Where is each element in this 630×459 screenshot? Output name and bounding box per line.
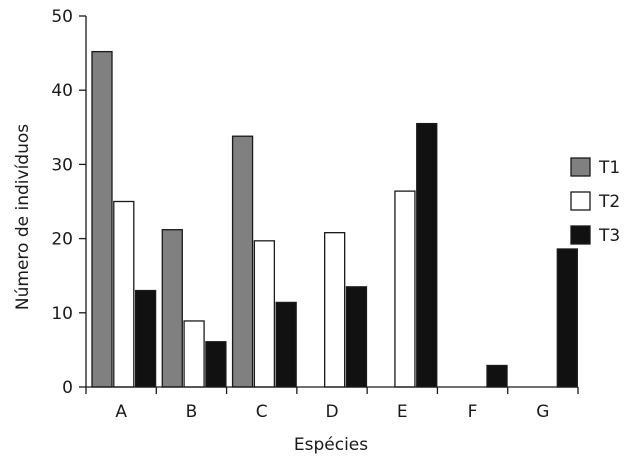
y-tick-label: 10 [51,304,73,324]
bar-T1-A [91,50,113,388]
legend-label-T1: T1 [598,158,620,178]
legend: T1 T2 T3 [570,157,620,246]
bar-T3-G [556,248,578,388]
legend-swatch-T1 [570,157,591,177]
bar-T3-D [345,286,368,388]
bar-T3-B [205,341,227,388]
x-tick-label-D: D [325,402,338,422]
y-tick-label: 50 [51,7,73,27]
y-tick-label: 20 [51,230,73,250]
x-tick-label-G: G [536,402,549,422]
x-tick-label-B: B [186,402,198,422]
x-axis-title: Espécies [294,435,368,455]
legend-swatch-T2 [570,191,591,211]
y-tick-label: 30 [51,155,73,175]
bar-T3-C [275,301,297,388]
bar-T2-E [394,190,416,388]
legend-label-T3: T3 [598,226,620,246]
bar-T2-D [324,232,346,388]
bar-T2-A [113,200,135,388]
y-axis-title: Número de indivíduos [13,124,33,310]
x-tick-label-A: A [115,402,127,422]
bar-T2-B [183,320,205,388]
bar-T3-A [134,289,157,388]
x-tick-label-F: F [468,402,478,422]
bars [91,50,578,388]
x-tick-label-C: C [256,402,268,422]
x-axis-ticks: A B C D E F G [85,387,579,422]
y-tick-label: 0 [62,378,73,398]
bar-T1-C [231,135,254,388]
bar-T2-C [253,240,276,388]
y-tick-label: 40 [51,81,73,101]
legend-swatch-T3 [570,225,591,245]
legend-label-T2: T2 [598,192,620,212]
y-axis-ticks: 0 10 20 30 40 50 [51,7,86,398]
bar-T1-B [161,229,183,388]
bar-T3-E [416,122,438,388]
bar-T3-F [486,364,508,388]
x-tick-label-E: E [397,402,408,422]
